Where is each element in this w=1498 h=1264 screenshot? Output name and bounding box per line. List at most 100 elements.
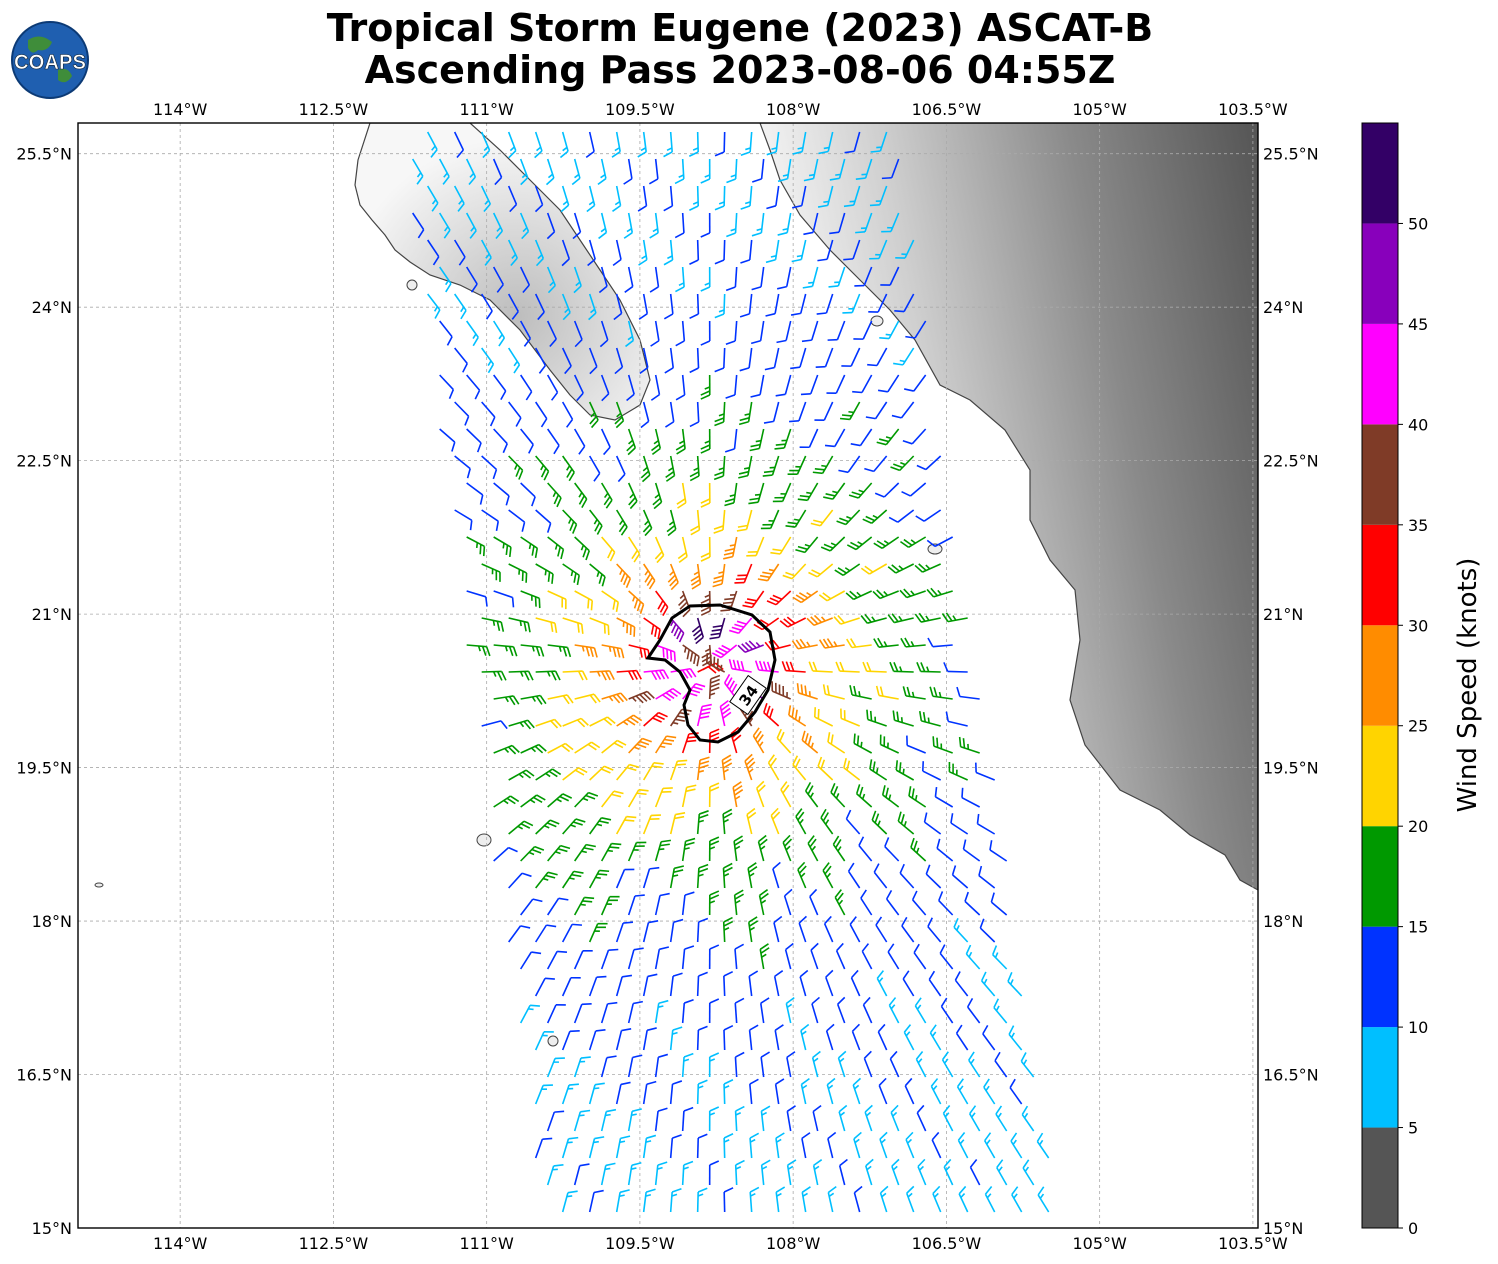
wind-barb [481,563,501,582]
wind-barb [875,916,888,943]
wind-barb [839,401,861,421]
wind-barb [788,705,807,727]
wind-barb [535,617,558,634]
wind-barb [535,509,552,533]
wind-barb [648,158,659,185]
wind-barb [754,660,779,673]
wind-barb [800,1023,810,1051]
wind-barb [892,710,914,727]
coaps-logo-text: COAPS [14,51,86,74]
wind-barb [588,975,607,997]
wind-barb [615,509,628,536]
wind-barb [681,1106,694,1132]
wind-barb [654,1053,669,1078]
colorbar-tick-label: 5 [1408,1119,1418,1138]
wind-barb [627,894,645,916]
wind-barb [902,970,915,997]
wind-barb [887,613,914,624]
wind-barb [803,158,819,182]
wind-barb [802,266,819,289]
wind-barb [782,834,793,862]
wind-barb [925,864,942,889]
wind-barb [770,536,792,555]
wind-barb [663,131,673,158]
wind-barb [561,347,572,375]
colorbar-tick-label: 45 [1408,315,1428,334]
wind-barb [843,185,861,208]
wind-barb [519,158,529,186]
wind-barb [838,455,861,474]
mainland-mexico [759,123,1258,891]
wind-barb [807,835,819,862]
wind-barb [1007,972,1023,997]
wind-barb [481,509,500,532]
wind-barb [836,996,846,1024]
wind-barb [817,239,834,262]
wind-barb [943,1158,954,1186]
wind-barb [574,644,598,658]
wind-barb [978,865,996,889]
wind-barb [786,1159,797,1186]
wind-barb [726,212,738,238]
wind-barb [562,617,584,634]
wind-barb [725,374,738,399]
wind-barb [822,862,834,889]
wind-barb [481,720,508,730]
wind-barb [905,320,927,339]
wind-barb [790,293,807,316]
wind-barb [669,1080,683,1105]
wind-barb [835,942,846,970]
lon-tick-label-top: 103.5°W [1218,100,1288,119]
wind-barb [820,808,834,835]
wind-barb [975,762,995,781]
wind-barb [481,401,496,427]
wind-barb [520,644,545,657]
wind-barb [642,1080,657,1105]
wind-barb [616,714,643,727]
wind-barb [588,869,610,889]
wind-barb [547,482,562,508]
wind-barb [508,509,526,532]
wind-barb [750,374,765,398]
lon-tick-label-bottom: 108°W [766,1234,821,1253]
wind-barb [573,266,582,294]
wind-barb [744,753,756,781]
wind-barb [989,840,1008,862]
wind-barb [714,131,726,157]
wind-barb [493,744,520,755]
wind-barb [466,590,488,607]
wind-barb [547,536,565,560]
wind-barb [932,1185,942,1213]
wind-barb [873,637,899,648]
wind-barb [643,711,668,727]
wind-barb [534,1137,553,1159]
wind-barb [466,320,479,347]
wind-barb [466,644,491,657]
wind-barb [654,1161,668,1186]
wind-barb [921,761,942,781]
wind-barb [520,590,541,609]
wind-barb [915,509,942,522]
wind-barb [534,347,547,374]
wind-barb [700,266,711,292]
wind-barb [426,185,439,212]
wind-barb [879,320,900,340]
wind-barb [573,1109,591,1132]
wind-barb [439,320,453,346]
colorbar-bin [1362,725,1398,827]
wind-barb [519,320,532,347]
wind-barb [547,793,573,808]
wind-barb [774,1078,785,1105]
wind-barb [654,787,673,808]
wind-barb [649,266,660,293]
wind-barb [689,455,700,482]
wind-barb [877,374,900,393]
wind-barb [734,1159,745,1186]
wind-barb [941,612,968,623]
wind-barb [546,212,556,240]
wind-barb [508,769,535,781]
wind-barb [601,739,627,754]
wind-barb [858,836,873,862]
wind-barb [829,158,846,181]
wind-barb [763,401,780,424]
